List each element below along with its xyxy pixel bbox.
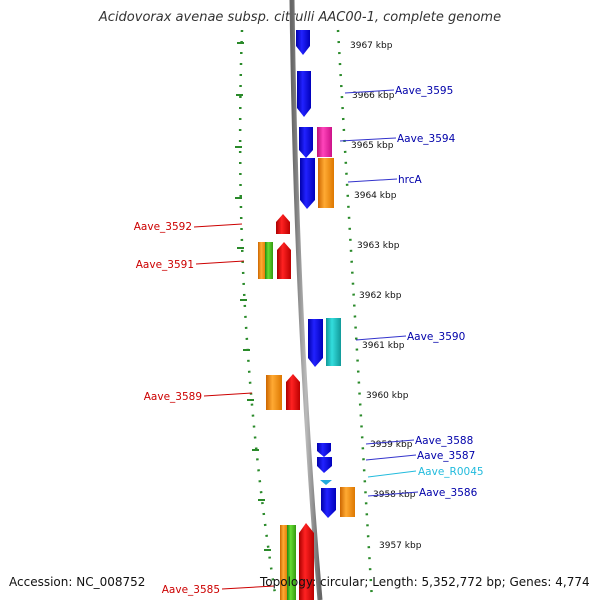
gene-label[interactable]: Aave_3591 [136,259,194,271]
left-ticks [235,42,271,551]
gene-top-blue[interactable] [296,30,310,55]
left-dotted-guide [238,29,278,600]
gene-label[interactable]: Aave_3589 [144,391,202,403]
gene-aave-3594[interactable] [317,127,332,157]
kbp-label[interactable]: 3958 kbp [373,490,416,500]
gene-label[interactable]: Aave_3587 [417,450,475,462]
accession-text: Accession: NC_008752 [9,575,146,589]
gene-label[interactable]: Aave_3595 [395,85,453,97]
kbp-label[interactable]: 3965 kbp [351,141,394,151]
kbp-label[interactable]: 3959 kbp [370,440,413,450]
genome-backbone [289,0,323,600]
gene-aave-3587[interactable] [317,457,332,473]
gene-aave-3592[interactable] [276,214,290,234]
left-gene-labels[interactable]: Aave_3592 Aave_3591 Aave_3589 Aave_3585 [134,221,220,596]
gene-aave-3588[interactable] [317,443,331,457]
kbp-label[interactable]: 3957 kbp [379,541,422,551]
gene-aave-3591[interactable] [277,242,291,279]
kbp-label[interactable]: 3964 kbp [354,191,397,201]
kbp-label[interactable]: 3967 kbp [350,41,393,51]
gene-label[interactable]: Aave_3585 [162,584,220,596]
gene-aave-3586[interactable] [321,488,336,518]
kbp-label[interactable]: 3962 kbp [359,291,402,301]
left-leaders [193,223,275,590]
gene-aave-3590[interactable] [326,318,341,366]
gene-aave-3585-green[interactable] [287,525,296,600]
right-leaders [339,89,419,497]
gene-aave-3594-blue[interactable] [299,127,313,158]
map-title: Acidovorax avenae subsp. citrulli AAC00-… [98,10,502,25]
gene-aave-3585[interactable] [299,523,314,600]
gene-label[interactable]: Aave_3594 [397,133,456,145]
gene-label[interactable]: Aave_3588 [415,435,473,447]
kbp-label[interactable]: 3963 kbp [357,241,400,251]
gene-aave-3591-orange[interactable] [258,242,266,279]
gene-label[interactable]: hrcA [398,174,423,186]
gene-label[interactable]: Aave_3586 [419,487,478,499]
gene-label[interactable]: Aave_3592 [134,221,192,233]
gene-aave-3591-green[interactable] [265,242,273,279]
kbp-label[interactable]: 3960 kbp [366,391,409,401]
genome-summary-text: Topology: circular; Length: 5,352,772 bp… [260,575,590,589]
gene-aave-3585-orange[interactable] [280,525,288,600]
gene-aave-3586-orange[interactable] [340,487,355,517]
gene-aave-3595[interactable] [297,71,311,117]
gene-aave-3589[interactable] [286,374,300,410]
kbp-label[interactable]: 3961 kbp [362,341,405,351]
gene-hrca[interactable] [318,158,334,208]
gene-aave-3590-blue[interactable] [308,319,323,367]
gene-aave-3589-orange[interactable] [266,375,282,410]
right-gene-labels[interactable]: Aave_3595 Aave_3594 hrcA Aave_3590 Aave_… [395,85,484,499]
gene-aave-r0045[interactable] [320,480,332,485]
kbp-label[interactable]: 3966 kbp [352,91,395,101]
kbp-tick-labels: 3967 kbp 3966 kbp 3965 kbp 3964 kbp 3963… [350,41,422,551]
gene-label[interactable]: Aave_3590 [407,331,465,343]
gene-hrca-blue[interactable] [300,158,315,209]
gene-glyphs[interactable] [258,30,355,600]
gene-label[interactable]: Aave_R0045 [418,466,484,478]
